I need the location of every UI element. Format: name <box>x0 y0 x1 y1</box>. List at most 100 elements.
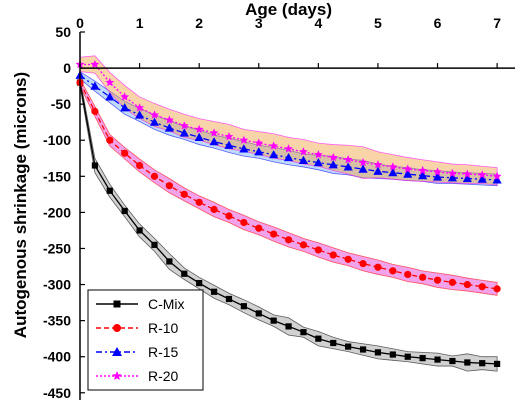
data-point <box>389 351 396 358</box>
legend-item: R-10 <box>96 320 179 336</box>
data-point <box>374 263 382 271</box>
y-tick-label: -250 <box>43 240 71 256</box>
data-point <box>448 278 457 286</box>
data-point <box>419 355 426 362</box>
data-point <box>150 172 159 180</box>
data-point <box>106 187 113 194</box>
data-point <box>285 323 292 330</box>
data-point <box>358 164 368 173</box>
series-line <box>79 82 498 290</box>
data-point <box>195 198 203 206</box>
data-point <box>135 103 144 112</box>
legend-item: C-Mix <box>96 296 185 312</box>
legend-label: C-Mix <box>148 296 185 312</box>
data-point <box>134 110 145 119</box>
data-point <box>254 147 264 156</box>
confidence-band <box>79 70 498 187</box>
series-c-mix <box>76 79 501 368</box>
data-point <box>418 165 427 175</box>
data-point <box>254 138 264 147</box>
data-point <box>224 132 234 141</box>
data-point <box>91 162 98 169</box>
data-point <box>314 150 323 159</box>
legend-item: R-20 <box>96 368 179 384</box>
data-point <box>239 144 249 153</box>
data-point <box>270 230 278 238</box>
y-tick-label: -400 <box>43 349 71 365</box>
y-tick-label: -300 <box>43 277 71 293</box>
tick-marks: 0 1 2 3 4 5 6 7 50 0 -50 -100 -150 -200 -250 -300 -350 -4… <box>43 15 501 401</box>
data-point <box>149 117 160 126</box>
data-point <box>255 224 263 232</box>
data-point <box>359 260 367 268</box>
confidence-band <box>79 78 498 372</box>
data-point <box>433 167 442 176</box>
data-point <box>328 160 338 169</box>
data-point <box>196 280 203 287</box>
data-point <box>493 285 501 293</box>
y-tick-label: 0 <box>63 60 71 76</box>
data-point <box>165 115 174 124</box>
data-point <box>120 103 130 112</box>
legend-label: R-20 <box>148 368 179 384</box>
data-point <box>299 147 308 156</box>
data-point <box>462 173 472 183</box>
data-point <box>194 124 204 134</box>
data-point <box>91 107 99 115</box>
data-point <box>463 169 472 178</box>
data-point <box>150 110 159 119</box>
data-point <box>300 329 307 336</box>
legend-marker <box>112 347 122 356</box>
data-point <box>374 349 382 356</box>
data-point <box>194 132 204 141</box>
x-axis-title: Age (days) <box>245 0 332 19</box>
data-point <box>90 81 100 90</box>
x-tick-label: 6 <box>434 15 442 31</box>
y-tick-label: 50 <box>55 24 71 40</box>
data-point <box>432 172 443 181</box>
series-r-20 <box>75 59 502 180</box>
data-point <box>165 182 173 190</box>
data-point <box>345 343 352 350</box>
data-point <box>210 205 218 214</box>
data-point <box>120 92 130 101</box>
data-point <box>388 168 398 177</box>
data-point <box>298 155 309 165</box>
data-point <box>343 162 353 171</box>
data-point <box>404 270 412 279</box>
data-point <box>358 158 368 167</box>
data-point <box>389 267 397 275</box>
data-point <box>315 335 322 342</box>
x-tick-label: 7 <box>493 15 501 31</box>
data-point <box>328 153 338 162</box>
y-tick-label: -350 <box>43 313 71 329</box>
data-point <box>388 162 398 171</box>
data-point <box>373 160 383 169</box>
y-tick-label: -450 <box>43 385 71 401</box>
data-point <box>448 168 457 178</box>
data-point <box>240 303 247 310</box>
data-point <box>404 353 411 360</box>
data-point <box>179 128 189 137</box>
data-point <box>284 144 293 153</box>
data-point <box>225 295 233 303</box>
data-point <box>209 128 219 137</box>
confidence-band <box>79 78 498 296</box>
data-point <box>344 255 352 263</box>
y-tick-label: -50 <box>51 96 71 112</box>
data-point <box>329 251 337 259</box>
legend-box <box>87 289 204 391</box>
data-point <box>433 276 442 284</box>
x-tick-label: 1 <box>136 15 144 31</box>
data-point <box>330 339 337 347</box>
data-point <box>270 317 277 324</box>
series-lines <box>75 59 502 368</box>
data-point <box>359 346 367 353</box>
legend-marker <box>112 371 122 380</box>
y-tick-label: -100 <box>43 132 71 148</box>
data-point <box>239 135 249 144</box>
x-tick-label: 4 <box>314 15 322 31</box>
data-point <box>180 190 188 198</box>
data-point <box>479 360 486 367</box>
data-point <box>494 360 501 368</box>
